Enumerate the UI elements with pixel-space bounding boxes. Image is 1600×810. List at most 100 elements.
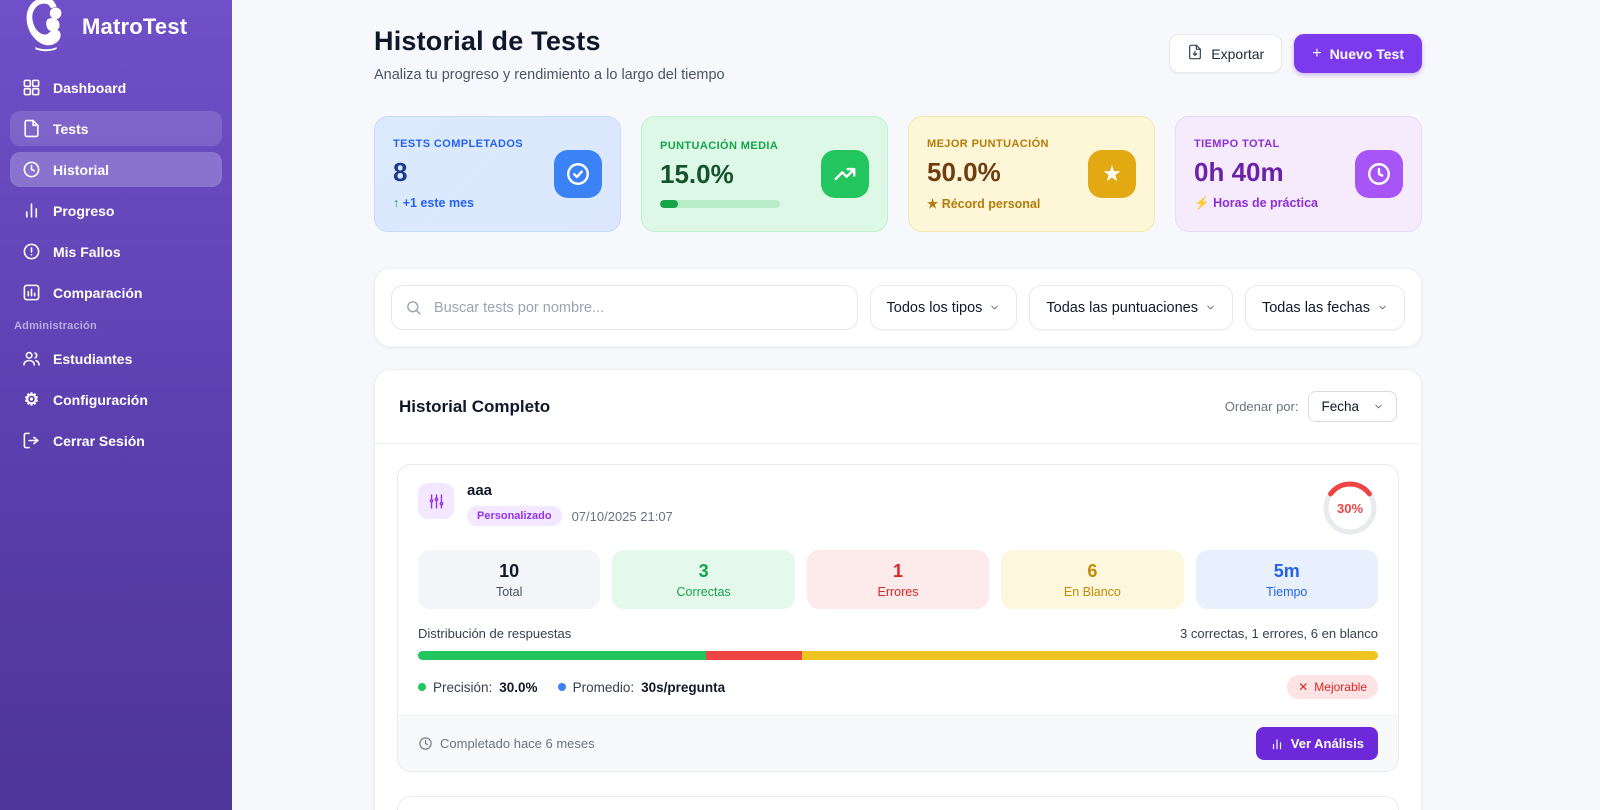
stat-value: 8 bbox=[393, 157, 408, 187]
sidebar-item-cerrar-sesion[interactable]: Cerrar Sesión bbox=[10, 423, 222, 458]
sidebar-item-label: Historial bbox=[53, 161, 110, 178]
distribution-label: Distribución de respuestas bbox=[418, 626, 572, 641]
stat-label: TESTS COMPLETADOS bbox=[393, 138, 524, 150]
sidebar-item-label: Mis Fallos bbox=[53, 243, 121, 260]
page-title: Historial de Tests bbox=[374, 26, 601, 56]
analysis-chart-icon bbox=[1272, 738, 1281, 749]
type-filter-dropdown[interactable]: Todos los tipos bbox=[869, 285, 1018, 330]
sidebar-item-configuracion[interactable]: ⚙ Configuración bbox=[10, 382, 222, 417]
test-name: aaa bbox=[467, 482, 493, 499]
check-circle-icon bbox=[554, 150, 602, 198]
stat-label: MEJOR PUNTUACIÓN bbox=[927, 137, 1049, 150]
dist-correct bbox=[418, 651, 706, 660]
stat-value: 15.0% bbox=[660, 159, 734, 189]
score-percentage: 30% bbox=[1336, 500, 1364, 516]
media-progress-fill bbox=[660, 200, 678, 208]
file-icon bbox=[22, 119, 41, 138]
tile-correctas: 3 Correctas bbox=[612, 550, 795, 609]
sidebar-item-label: Estudiantes bbox=[53, 350, 133, 367]
page-subtitle: Analiza tu progreso y rendimiento a lo l… bbox=[374, 67, 725, 83]
rating-badge: ✕ Mejorable bbox=[1287, 675, 1378, 699]
sort-label: Ordenar por: bbox=[1224, 399, 1299, 414]
sidebar-item-label: Tests bbox=[53, 120, 89, 137]
arrow-up-icon: ↑ bbox=[393, 196, 400, 210]
stat-card-tiempo-total: TIEMPO TOTAL 0h 40m ⚡ Horas de práctica bbox=[1175, 116, 1422, 232]
test-card-prueba: prueba bbox=[397, 796, 1399, 810]
tile-tiempo: 5m Tiempo bbox=[1195, 550, 1378, 609]
filter-bar: Todos los tipos Todas las puntuaciones T… bbox=[374, 268, 1422, 347]
score-ring: 30% bbox=[1322, 480, 1378, 536]
sidebar-item-historial[interactable]: Historial bbox=[10, 152, 222, 187]
tile-en-blanco: 6 En Blanco bbox=[1001, 550, 1184, 609]
score-ring-arc bbox=[1323, 481, 1377, 535]
stat-value: 50.0% bbox=[927, 156, 1001, 187]
sidebar-item-label: Comparación bbox=[53, 284, 143, 301]
alert-circle-icon bbox=[22, 242, 41, 261]
new-test-button[interactable]: + Nuevo Test bbox=[1294, 34, 1422, 73]
stat-card-tests-completados: TESTS COMPLETADOS 8 ↑ +1 este mes bbox=[374, 116, 621, 232]
lightning-icon: ⚡ bbox=[1194, 195, 1210, 210]
completed-status: Completado hace 6 meses bbox=[418, 736, 595, 751]
tile-total: 10 Total bbox=[418, 550, 601, 609]
chevron-down-icon bbox=[1373, 401, 1384, 412]
sidebar-item-progreso[interactable]: Progreso bbox=[10, 193, 222, 228]
stat-sub: ↑ +1 este mes bbox=[393, 196, 474, 210]
app-logo[interactable]: MatroTest bbox=[10, 0, 222, 62]
trending-up-icon bbox=[821, 150, 869, 198]
sidebar-item-label: Configuración bbox=[53, 391, 148, 408]
stat-sub: ★ Récord personal bbox=[927, 196, 1041, 211]
stats-row: TESTS COMPLETADOS 8 ↑ +1 este mes PUNTUA… bbox=[374, 116, 1422, 232]
distribution-bar bbox=[418, 651, 1378, 660]
sidebar-nav: Dashboard Tests Historial Progreso Mis F… bbox=[10, 70, 222, 458]
sidebar-item-tests[interactable]: Tests bbox=[10, 111, 222, 146]
date-filter-dropdown[interactable]: Todas las fechas bbox=[1244, 285, 1405, 330]
stat-value: 0h 40m bbox=[1194, 156, 1284, 187]
stat-sub: ⚡ Horas de práctica bbox=[1194, 195, 1318, 210]
dist-errors bbox=[706, 651, 802, 660]
matrotest-logo-icon bbox=[26, 0, 62, 52]
stat-label: PUNTUACIÓN MEDIA bbox=[660, 140, 779, 152]
test-date: 07/10/2025 21:07 bbox=[571, 508, 673, 524]
x-icon: ✕ bbox=[1298, 680, 1309, 694]
test-card-aaa: aaa Personalizado 07/10/2025 21:07 bbox=[397, 464, 1399, 772]
sidebar-item-mis-fallos[interactable]: Mis Fallos bbox=[10, 234, 222, 269]
chevron-down-icon bbox=[989, 302, 1000, 313]
sidebar-section-label: Administración bbox=[14, 320, 97, 332]
precision-metric: Precisión: 30.0% bbox=[418, 680, 538, 695]
sidebar-item-comparacion[interactable]: Comparación bbox=[10, 275, 222, 310]
chevron-down-icon bbox=[1205, 302, 1216, 313]
chevron-down-icon bbox=[1377, 302, 1388, 313]
test-type-badge: Personalizado bbox=[467, 506, 562, 526]
view-analysis-button[interactable]: Ver Análisis bbox=[1255, 727, 1378, 760]
stat-label: TIEMPO TOTAL bbox=[1194, 137, 1280, 150]
sidebar-item-label: Progreso bbox=[53, 202, 115, 219]
clock-small-icon bbox=[419, 737, 432, 750]
clock-icon bbox=[1355, 150, 1403, 198]
sidebar-item-label: Dashboard bbox=[53, 79, 127, 96]
average-metric: Promedio: 30s/pregunta bbox=[557, 680, 725, 695]
dist-blank bbox=[802, 651, 1378, 660]
clock-icon bbox=[22, 160, 41, 179]
sliders-icon bbox=[418, 483, 454, 519]
plus-icon: + bbox=[1312, 44, 1322, 62]
sidebar-item-estudiantes[interactable]: Estudiantes bbox=[10, 341, 222, 376]
star-small-icon: ★ bbox=[927, 196, 939, 211]
users-icon bbox=[22, 349, 41, 368]
star-icon: ★ bbox=[1088, 150, 1136, 198]
green-dot-icon bbox=[418, 683, 426, 691]
main-content: Historial de Tests Analiza tu progreso y… bbox=[232, 0, 1600, 810]
export-button[interactable]: Exportar bbox=[1169, 34, 1283, 73]
bar-chart-icon bbox=[22, 201, 41, 220]
search-input[interactable] bbox=[391, 285, 858, 330]
blue-dot-icon bbox=[557, 683, 566, 691]
sidebar-item-dashboard[interactable]: Dashboard bbox=[10, 70, 222, 105]
sort-select[interactable]: Fecha bbox=[1308, 391, 1397, 422]
compare-chart-icon bbox=[22, 283, 41, 302]
sidebar-item-label: Cerrar Sesión bbox=[53, 432, 145, 449]
media-progress-track bbox=[660, 200, 780, 208]
tile-errores: 1 Errores bbox=[806, 550, 990, 609]
search-icon bbox=[407, 301, 421, 315]
app-name: MatroTest bbox=[82, 14, 188, 39]
export-file-icon bbox=[1187, 44, 1203, 63]
score-filter-dropdown[interactable]: Todas las puntuaciones bbox=[1029, 285, 1233, 330]
